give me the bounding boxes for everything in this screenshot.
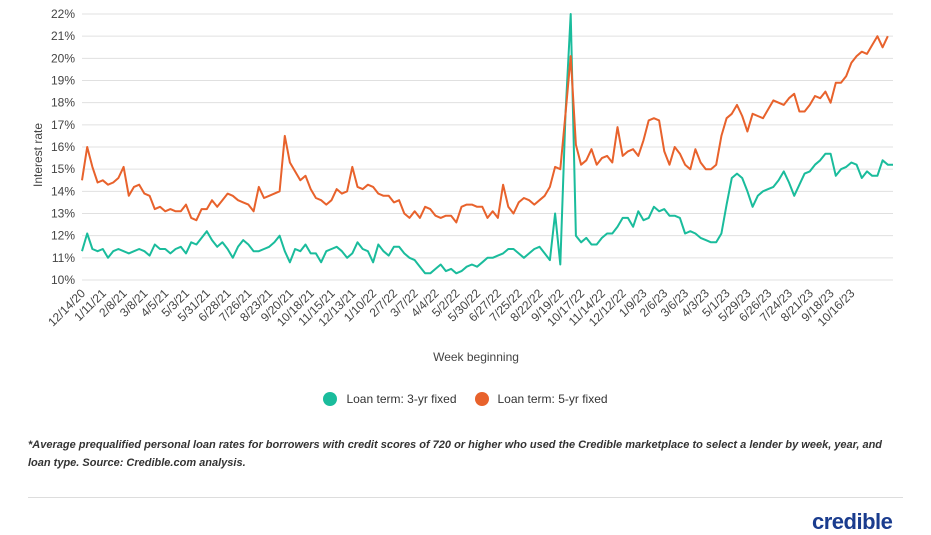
- legend-label-3yr: Loan term: 3-yr fixed: [346, 392, 457, 406]
- series-lines: [81, 13, 893, 275]
- x-axis-label: Week beginning: [433, 350, 519, 364]
- footnote: *Average prequalified personal loan rate…: [28, 439, 883, 469]
- y-tick-label: 12%: [51, 229, 75, 243]
- y-tick-label: 16%: [51, 140, 75, 154]
- legend-item-5yr: Loan term: 5-yr fixed: [474, 392, 608, 406]
- y-axis-ticks: 10% 11% 12% 13% 14% 15% 16% 17% 18% 19% 20% 21% 22%: [51, 7, 75, 287]
- gridlines: [82, 13, 893, 281]
- divider: [28, 497, 903, 498]
- legend: Loan term: 3-yr fixed Loan term: 5-yr fi…: [0, 389, 931, 409]
- legend-item-3yr: Loan term: 3-yr fixed: [323, 392, 457, 406]
- y-tick-label: 22%: [51, 7, 75, 21]
- y-tick-label: 21%: [51, 29, 75, 43]
- y-tick-label: 13%: [51, 207, 75, 221]
- credible-logo: credible: [812, 509, 893, 534]
- y-tick-label: 20%: [51, 51, 75, 65]
- series-line-5yr: [81, 35, 889, 224]
- series-line-3yr: [81, 13, 893, 275]
- y-tick-label: 18%: [51, 96, 75, 110]
- y-tick-label: 11%: [52, 251, 75, 265]
- x-axis-ticks: 12/14/201/11/212/8/213/8/214/5/215/3/215…: [45, 286, 858, 329]
- y-tick-label: 14%: [51, 184, 75, 198]
- y-tick-label: 10%: [51, 273, 75, 287]
- y-axis-label: Interest rate: [31, 123, 45, 187]
- y-tick-label: 15%: [51, 162, 75, 176]
- y-tick-label: 19%: [51, 74, 75, 88]
- y-tick-label: 17%: [51, 118, 75, 132]
- line-chart: 10%11%12%13%14%15%16%17%18%19%20%21%22% …: [31, 7, 893, 364]
- legend-label-5yr: Loan term: 5-yr fixed: [497, 392, 608, 406]
- legend-swatch-5yr: [474, 392, 489, 406]
- legend-swatch-3yr: [323, 392, 338, 406]
